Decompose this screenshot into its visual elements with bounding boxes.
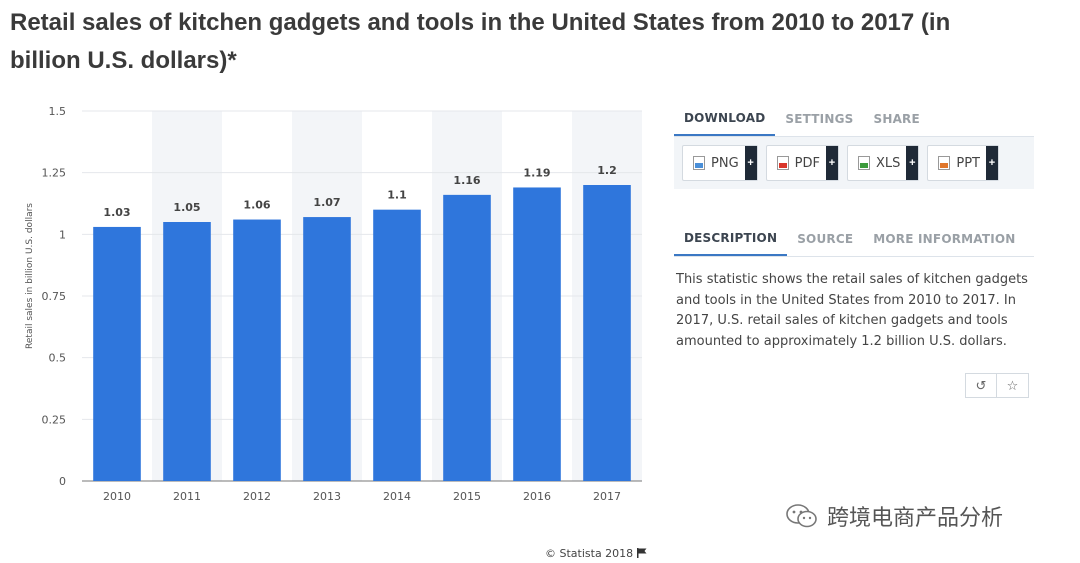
statista-credit[interactable]: © Statista 2018 (545, 547, 647, 560)
y-tick-label: 1 (59, 228, 66, 241)
data-label: 1.06 (243, 199, 270, 212)
x-tick-label: 2012 (243, 490, 271, 503)
x-tick-label: 2013 (313, 490, 341, 503)
data-label: 1.19 (523, 166, 550, 179)
info-tab-bar: DESCRIPTION SOURCE MORE INFORMATION (674, 222, 1034, 257)
y-axis-label: Retail sales in billion U.S. dollars (25, 203, 35, 349)
y-tick-label: 0.75 (42, 290, 67, 303)
bar (583, 185, 631, 481)
bar (233, 219, 281, 482)
x-tick-label: 2011 (173, 490, 201, 503)
download-xls-button[interactable]: XLS + (846, 145, 920, 181)
bar (93, 226, 141, 481)
xls-file-icon (857, 156, 870, 170)
y-tick-label: 1.5 (49, 105, 67, 118)
bar (163, 222, 211, 481)
plus-icon[interactable]: + (744, 146, 757, 180)
reset-icon[interactable]: ↺ (965, 373, 997, 398)
page-title: Retail sales of kitchen gadgets and tool… (10, 9, 951, 74)
bar (443, 194, 491, 481)
x-tick-label: 2017 (593, 490, 621, 503)
pdf-file-icon (776, 156, 789, 170)
xls-file-icon-mark (859, 163, 868, 168)
tab-share[interactable]: SHARE (873, 112, 920, 126)
data-label: 1.03 (103, 206, 130, 219)
y-tick-label: 1.25 (42, 167, 67, 180)
tab-source[interactable]: SOURCE (797, 232, 854, 246)
wechat-icon (786, 504, 817, 528)
x-tick-label: 2014 (383, 490, 411, 503)
download-png-button[interactable]: PNG + (682, 145, 758, 181)
download-pdf-label: PDF (794, 155, 820, 171)
plus-icon[interactable]: + (986, 146, 998, 180)
download-buttons: PNG + PDF + XLS + PPT + (674, 137, 1034, 189)
download-png-label: PNG (711, 155, 739, 171)
png-file-icon-mark (695, 163, 703, 168)
tab-more-information[interactable]: MORE INFORMATION (873, 232, 1016, 246)
bar (303, 217, 351, 482)
y-tick-label: 0 (59, 475, 66, 488)
download-pdf-button[interactable]: PDF + (765, 145, 839, 181)
tab-description[interactable]: DESCRIPTION (674, 222, 788, 256)
plus-icon[interactable]: + (825, 146, 838, 180)
y-tick-label: 0.25 (42, 413, 67, 426)
pdf-file-icon-mark (778, 163, 787, 168)
tab-download[interactable]: DOWNLOAD (674, 102, 776, 136)
x-tick-label: 2016 (523, 490, 551, 503)
star-icon[interactable]: ☆ (997, 373, 1029, 398)
tab-settings[interactable]: SETTINGS (785, 112, 854, 126)
x-tick-label: 2010 (103, 490, 131, 503)
bar (513, 187, 561, 481)
png-file-icon (693, 156, 705, 170)
data-label: 1.1 (387, 189, 407, 202)
credit-text: © Statista 2018 (545, 547, 634, 560)
data-label: 1.16 (453, 174, 480, 187)
download-ppt-button[interactable]: PPT + (927, 145, 999, 181)
bar (373, 209, 421, 481)
description-text: This statistic shows the retail sales of… (676, 272, 1028, 349)
bar-chart: 0 0.25 0.5 0.75 1 1.25 1.5 Retail sales in bill… (25, 105, 642, 503)
ppt-file-icon-mark (940, 163, 949, 168)
ppt-file-icon (938, 156, 951, 170)
plus-icon[interactable]: + (906, 146, 919, 180)
flag-icon (636, 548, 647, 558)
data-label: 1.07 (313, 196, 340, 209)
download-xls-label: XLS (875, 155, 901, 171)
data-label: 1.2 (597, 164, 617, 177)
data-label: 1.05 (173, 201, 200, 214)
download-tab-bar: DOWNLOAD SETTINGS SHARE (674, 102, 1034, 137)
watermark-text: 跨境电商产品分析 (827, 506, 1004, 531)
download-ppt-label: PPT (956, 155, 980, 171)
action-buttons: ↺ ☆ (965, 373, 1029, 398)
watermark: 跨境电商产品分析 (785, 500, 1003, 532)
x-tick-label: 2015 (453, 490, 481, 503)
y-tick-label: 0.5 (49, 352, 67, 365)
